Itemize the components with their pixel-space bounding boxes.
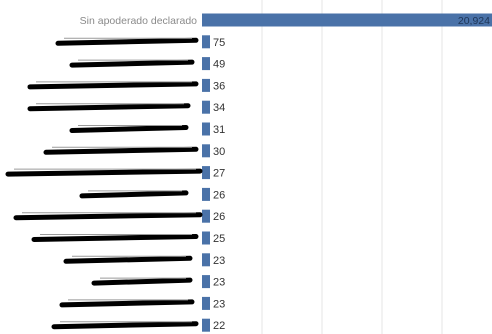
redaction-mark-14 [59, 299, 195, 308]
bar-14[interactable] [202, 296, 210, 310]
value-label-6: 31 [213, 124, 225, 136]
bar-5[interactable] [202, 100, 210, 114]
value-label-12: 23 [213, 255, 225, 267]
bar-11[interactable] [202, 231, 210, 245]
value-label-8: 27 [213, 168, 225, 180]
bar-9[interactable] [202, 187, 210, 201]
redaction-mark-3 [69, 59, 195, 68]
bars-group [202, 13, 492, 332]
value-label-7: 30 [213, 146, 225, 158]
bar-10[interactable] [202, 209, 210, 223]
redaction-mark-12 [63, 255, 193, 264]
value-label-11: 25 [213, 233, 225, 245]
value-labels-group: 20,924 75 49 36 34 31 30 27 26 26 25 23 23 23 22 [213, 15, 490, 332]
value-label-5: 34 [213, 102, 225, 114]
bar-15[interactable] [202, 318, 210, 332]
value-label-9: 26 [213, 189, 225, 201]
redaction-mark-5 [27, 103, 191, 112]
bar-8[interactable] [202, 166, 210, 180]
bar-1[interactable] [202, 13, 492, 27]
redaction-mark-11 [31, 234, 199, 242]
redaction-mark-10 [13, 212, 203, 221]
redaction-mark-7 [43, 146, 199, 155]
redaction-marks-group [5, 37, 203, 330]
redaction-mark-15 [51, 321, 199, 330]
value-label-1: 20,924 [458, 15, 490, 27]
bar-3[interactable] [202, 57, 210, 71]
value-label-4: 36 [213, 80, 225, 92]
value-label-10: 26 [213, 211, 225, 223]
bar-6[interactable] [202, 122, 210, 136]
redaction-mark-13 [91, 277, 193, 286]
redaction-mark-6 [69, 125, 189, 133]
value-label-13: 23 [213, 277, 225, 289]
redaction-mark-9 [79, 190, 189, 199]
bar-12[interactable] [202, 253, 210, 267]
value-label-2: 75 [213, 37, 225, 49]
bar-7[interactable] [202, 144, 210, 158]
value-label-15: 22 [213, 320, 225, 332]
value-label-14: 23 [213, 298, 225, 310]
bar-2[interactable] [202, 35, 210, 49]
redaction-mark-8 [5, 168, 203, 177]
bar-4[interactable] [202, 78, 210, 92]
redaction-mark-4 [27, 81, 199, 90]
category-labels-group: Sin apoderado declarado [80, 15, 198, 27]
gridlines [261, 0, 443, 334]
redaction-mark-2 [55, 37, 199, 46]
category-label-1: Sin apoderado declarado [80, 15, 198, 27]
value-label-3: 49 [213, 59, 225, 71]
bar-13[interactable] [202, 275, 210, 289]
